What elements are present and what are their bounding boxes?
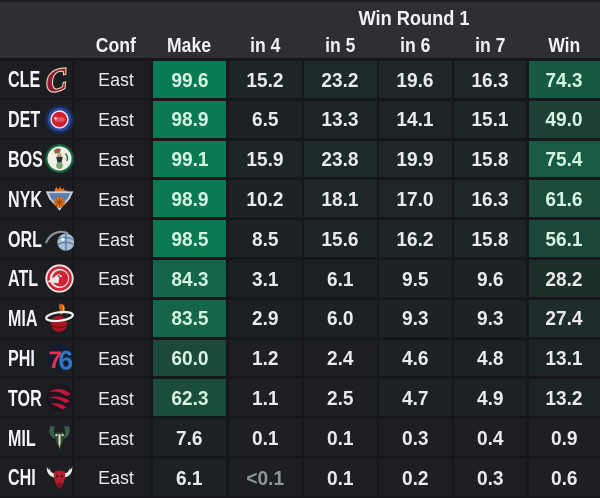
svg-text:6: 6	[58, 346, 73, 373]
svg-text:7: 7	[48, 347, 62, 373]
svg-text:C: C	[44, 64, 69, 95]
